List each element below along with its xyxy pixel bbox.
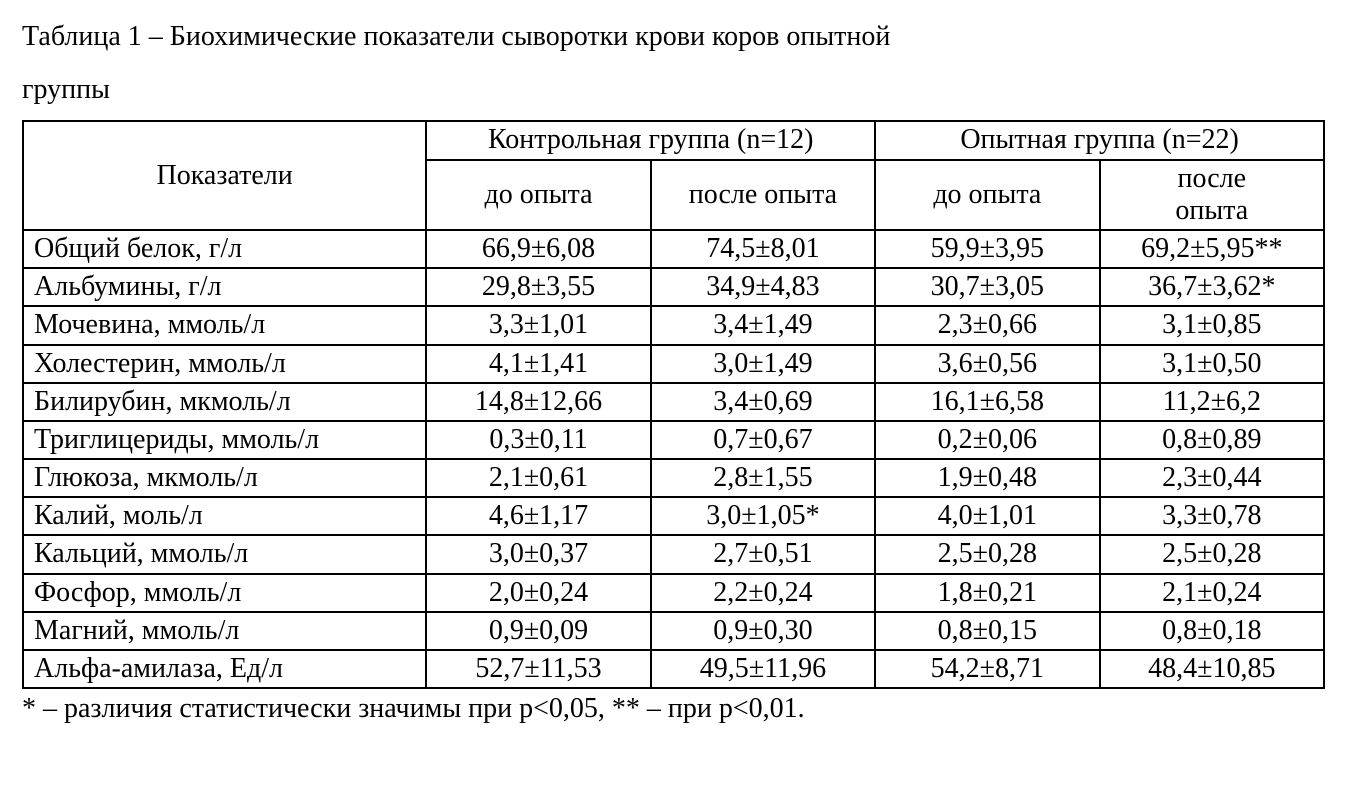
- col-header-control-after: после опыта: [651, 160, 875, 230]
- cell-control-before: 2,0±0,24: [426, 574, 650, 612]
- col-header-control-group: Контрольная группа (n=12): [426, 121, 875, 159]
- table-footnote: * – различия статистически значимы при p…: [22, 691, 1325, 726]
- cell-exp-after: 3,1±0,85: [1100, 306, 1324, 344]
- cell-control-before: 4,1±1,41: [426, 345, 650, 383]
- table-row: Калий, моль/л4,6±1,173,0±1,05*4,0±1,013,…: [23, 497, 1324, 535]
- cell-control-before: 3,3±1,01: [426, 306, 650, 344]
- cell-control-before: 29,8±3,55: [426, 268, 650, 306]
- cell-exp-before: 1,9±0,48: [875, 459, 1099, 497]
- cell-param: Альфа-амилаза, Ед/л: [23, 650, 426, 688]
- cell-exp-after: 48,4±10,85: [1100, 650, 1324, 688]
- col-header-exp-before: до опыта: [875, 160, 1099, 230]
- table-row: Магний, ммоль/л0,9±0,090,9±0,300,8±0,150…: [23, 612, 1324, 650]
- table-caption: Таблица 1 – Биохимические показатели сыв…: [22, 10, 1325, 116]
- cell-exp-before: 1,8±0,21: [875, 574, 1099, 612]
- cell-exp-after: 2,3±0,44: [1100, 459, 1324, 497]
- cell-param: Магний, ммоль/л: [23, 612, 426, 650]
- cell-param: Триглицериды, ммоль/л: [23, 421, 426, 459]
- col-header-experimental-group: Опытная группа (n=22): [875, 121, 1324, 159]
- table-row: Альбумины, г/л29,8±3,5534,9±4,8330,7±3,0…: [23, 268, 1324, 306]
- cell-exp-after: 36,7±3,62*: [1100, 268, 1324, 306]
- cell-control-after: 3,4±1,49: [651, 306, 875, 344]
- table-row: Общий белок, г/л66,9±6,0874,5±8,0159,9±3…: [23, 230, 1324, 268]
- cell-exp-before: 59,9±3,95: [875, 230, 1099, 268]
- cell-control-before: 66,9±6,08: [426, 230, 650, 268]
- table-row: Фосфор, ммоль/л2,0±0,242,2±0,241,8±0,212…: [23, 574, 1324, 612]
- cell-control-after: 3,0±1,49: [651, 345, 875, 383]
- cell-control-after: 74,5±8,01: [651, 230, 875, 268]
- cell-control-after: 49,5±11,96: [651, 650, 875, 688]
- table-body: Общий белок, г/л66,9±6,0874,5±8,0159,9±3…: [23, 230, 1324, 688]
- biochem-table: Показатели Контрольная группа (n=12) Опы…: [22, 120, 1325, 689]
- cell-exp-after: 3,1±0,50: [1100, 345, 1324, 383]
- cell-control-before: 3,0±0,37: [426, 535, 650, 573]
- cell-exp-after: 2,1±0,24: [1100, 574, 1324, 612]
- table-row: Билирубин, мкмоль/л14,8±12,663,4±0,6916,…: [23, 383, 1324, 421]
- cell-control-after: 2,2±0,24: [651, 574, 875, 612]
- cell-control-before: 52,7±11,53: [426, 650, 650, 688]
- cell-exp-before: 3,6±0,56: [875, 345, 1099, 383]
- cell-exp-before: 4,0±1,01: [875, 497, 1099, 535]
- cell-param: Общий белок, г/л: [23, 230, 426, 268]
- cell-exp-after: 11,2±6,2: [1100, 383, 1324, 421]
- table-row: Мочевина, ммоль/л3,3±1,013,4±1,492,3±0,6…: [23, 306, 1324, 344]
- cell-param: Калий, моль/л: [23, 497, 426, 535]
- caption-line-1: Таблица 1 – Биохимические показатели сыв…: [22, 10, 1325, 63]
- cell-control-before: 4,6±1,17: [426, 497, 650, 535]
- cell-exp-before: 2,5±0,28: [875, 535, 1099, 573]
- document-page: Таблица 1 – Биохимические показатели сыв…: [0, 0, 1347, 808]
- cell-control-before: 14,8±12,66: [426, 383, 650, 421]
- cell-control-after: 3,4±0,69: [651, 383, 875, 421]
- cell-exp-after: 0,8±0,89: [1100, 421, 1324, 459]
- caption-line-2: группы: [22, 63, 1325, 116]
- table-row: Холестерин, ммоль/л4,1±1,413,0±1,493,6±0…: [23, 345, 1324, 383]
- cell-control-before: 2,1±0,61: [426, 459, 650, 497]
- cell-param: Фосфор, ммоль/л: [23, 574, 426, 612]
- table-row: Кальций, ммоль/л3,0±0,372,7±0,512,5±0,28…: [23, 535, 1324, 573]
- cell-param: Мочевина, ммоль/л: [23, 306, 426, 344]
- cell-param: Глюкоза, мкмоль/л: [23, 459, 426, 497]
- cell-control-after: 0,9±0,30: [651, 612, 875, 650]
- cell-param: Альбумины, г/л: [23, 268, 426, 306]
- cell-control-after: 34,9±4,83: [651, 268, 875, 306]
- cell-exp-before: 16,1±6,58: [875, 383, 1099, 421]
- cell-control-before: 0,9±0,09: [426, 612, 650, 650]
- col-header-param: Показатели: [23, 121, 426, 230]
- cell-exp-before: 0,2±0,06: [875, 421, 1099, 459]
- table-row: Глюкоза, мкмоль/л2,1±0,612,8±1,551,9±0,4…: [23, 459, 1324, 497]
- cell-exp-before: 0,8±0,15: [875, 612, 1099, 650]
- cell-control-before: 0,3±0,11: [426, 421, 650, 459]
- cell-exp-before: 2,3±0,66: [875, 306, 1099, 344]
- after-line-1: после: [1178, 163, 1247, 194]
- col-header-control-before: до опыта: [426, 160, 650, 230]
- header-row-1: Показатели Контрольная группа (n=12) Опы…: [23, 121, 1324, 159]
- cell-control-after: 2,8±1,55: [651, 459, 875, 497]
- cell-exp-before: 30,7±3,05: [875, 268, 1099, 306]
- after-line-2: опыта: [1175, 195, 1248, 226]
- cell-exp-after: 0,8±0,18: [1100, 612, 1324, 650]
- table-row: Альфа-амилаза, Ед/л52,7±11,5349,5±11,965…: [23, 650, 1324, 688]
- cell-exp-after: 69,2±5,95**: [1100, 230, 1324, 268]
- table-head: Показатели Контрольная группа (n=12) Опы…: [23, 121, 1324, 230]
- cell-control-after: 2,7±0,51: [651, 535, 875, 573]
- table-row: Триглицериды, ммоль/л0,3±0,110,7±0,670,2…: [23, 421, 1324, 459]
- cell-exp-before: 54,2±8,71: [875, 650, 1099, 688]
- col-header-exp-after: после опыта: [1100, 160, 1324, 230]
- cell-control-after: 3,0±1,05*: [651, 497, 875, 535]
- cell-exp-after: 2,5±0,28: [1100, 535, 1324, 573]
- cell-param: Холестерин, ммоль/л: [23, 345, 426, 383]
- cell-param: Кальций, ммоль/л: [23, 535, 426, 573]
- cell-control-after: 0,7±0,67: [651, 421, 875, 459]
- cell-param: Билирубин, мкмоль/л: [23, 383, 426, 421]
- cell-exp-after: 3,3±0,78: [1100, 497, 1324, 535]
